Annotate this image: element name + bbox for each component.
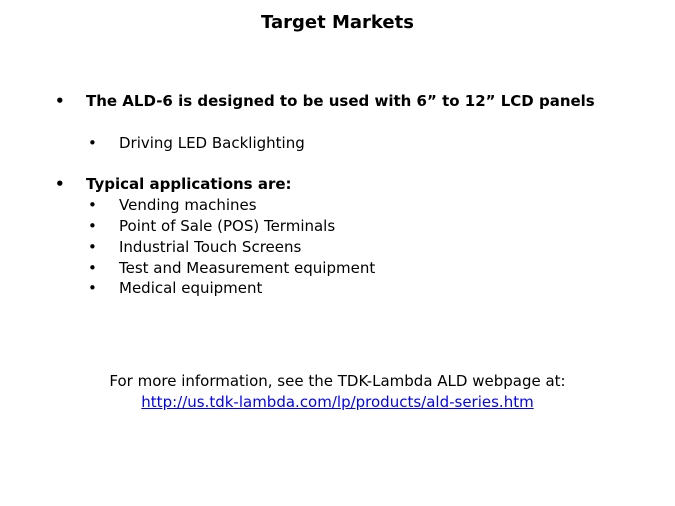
footer-text: For more information, see the TDK-Lambda…	[109, 372, 566, 390]
sub-bullet-item: • Industrial Touch Screens	[88, 238, 302, 256]
sub-bullet-item: • Driving LED Backlighting	[88, 134, 305, 152]
footer: For more information, see the TDK-Lambda…	[0, 371, 675, 413]
product-link[interactable]: http://us.tdk-lambda.com/lp/products/ald…	[141, 393, 534, 411]
slide-title: Target Markets	[261, 12, 414, 33]
sub-bullet-item: • Medical equipment	[88, 279, 263, 297]
bullet-item: • The ALD-6 is designed to be used with 6…	[55, 92, 595, 110]
sub-bullet-item: • Vending machines	[88, 196, 257, 214]
bullet-item: • Typical applications are:	[55, 175, 292, 193]
sub-bullet-item: • Test and Measurement equipment	[88, 259, 376, 277]
sub-bullet-item: • Point of Sale (POS) Terminals	[88, 217, 336, 235]
